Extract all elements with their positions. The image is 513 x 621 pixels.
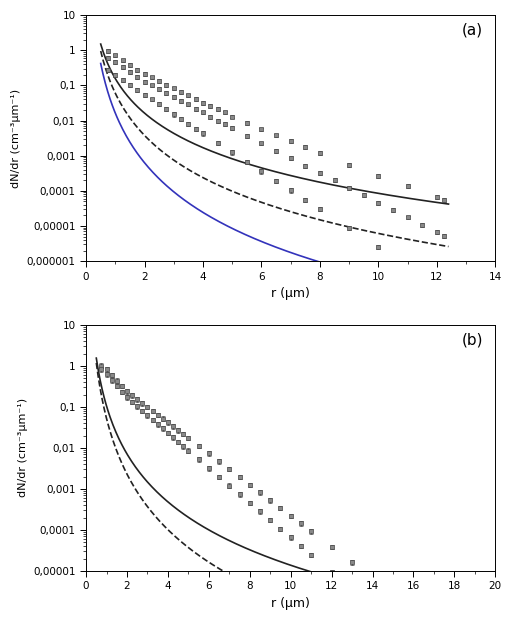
Y-axis label: dN/dr (cm⁻³µm⁻¹): dN/dr (cm⁻³µm⁻¹) [17,398,28,497]
Text: (a): (a) [462,22,483,37]
X-axis label: r (µm): r (µm) [271,597,310,610]
X-axis label: r (µm): r (µm) [271,287,310,300]
Text: (b): (b) [462,332,483,347]
Y-axis label: dN/dr (cm⁻³µm⁻¹): dN/dr (cm⁻³µm⁻¹) [11,89,21,188]
